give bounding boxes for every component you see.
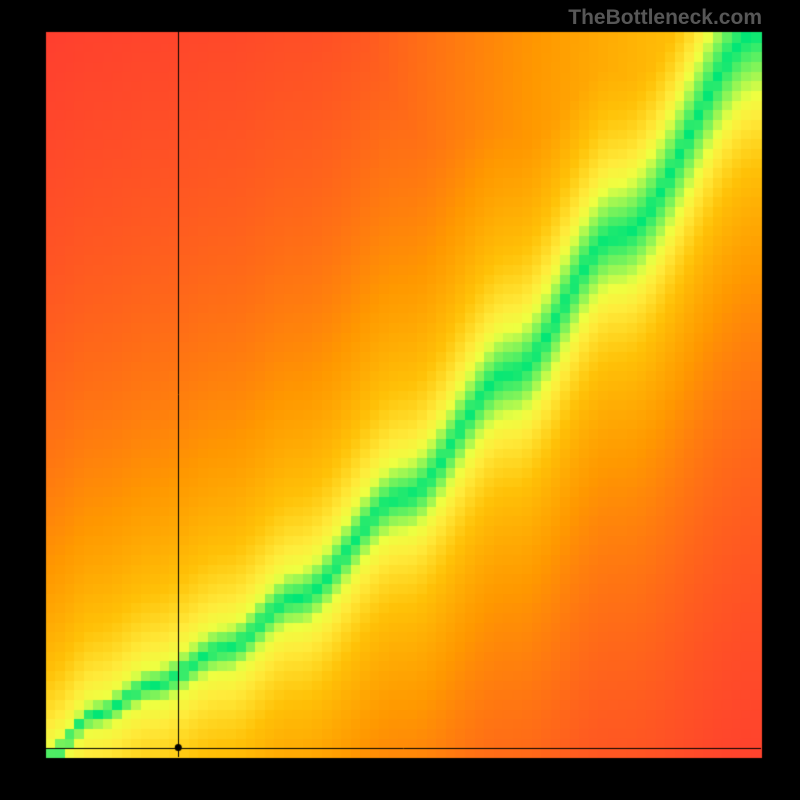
bottleneck-heatmap <box>0 0 800 800</box>
watermark-text: TheBottleneck.com <box>568 6 762 30</box>
chart-container: TheBottleneck.com <box>0 0 800 800</box>
